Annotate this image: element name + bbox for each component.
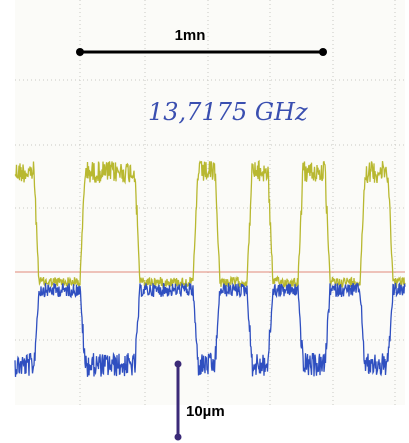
traces xyxy=(14,159,406,377)
chart-paper xyxy=(15,0,405,405)
scale-bar-end xyxy=(319,48,327,56)
time-scale-label: 1mn xyxy=(175,27,206,44)
paper-grid xyxy=(15,0,405,405)
amplitude-scale-label: 10µm xyxy=(186,403,225,420)
scale-bar-end xyxy=(174,360,182,368)
frequency-note: 13,7175 GHz xyxy=(148,98,308,126)
scale-bar-end xyxy=(174,433,182,441)
scale-bar-end xyxy=(76,48,84,56)
blue-trace xyxy=(14,282,406,377)
